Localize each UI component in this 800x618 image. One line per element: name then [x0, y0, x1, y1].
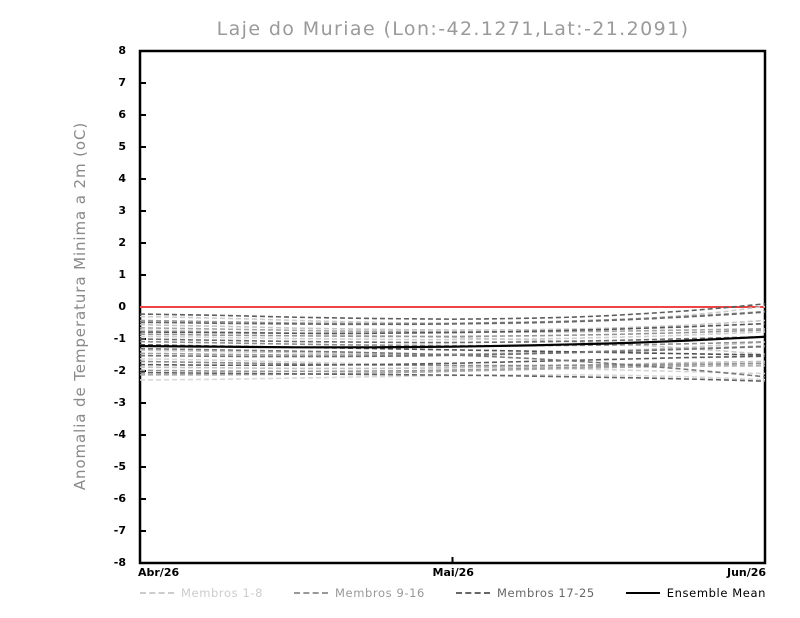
legend-swatch-line-icon [625, 592, 660, 594]
legend-item[interactable]: Membros 9-16 [294, 586, 425, 600]
series-member-line [140, 329, 765, 338]
legend-label: Membros 9-16 [335, 586, 425, 600]
y-axis-tick-label: 2 [118, 236, 126, 249]
y-axis-tick-label: 8 [118, 44, 126, 57]
y-axis-tick-label: -3 [113, 396, 126, 409]
legend-item[interactable]: Ensemble Mean [625, 586, 766, 600]
legend-swatch-line-icon [140, 592, 174, 594]
series-member-line [140, 311, 765, 326]
y-axis-tick-label: 3 [118, 204, 126, 217]
y-axis-tick-label: -4 [113, 428, 126, 441]
y-axis-tick-label: -6 [113, 492, 126, 505]
legend-item[interactable]: Membros 1-8 [140, 586, 263, 600]
series-member-line [140, 355, 765, 367]
legend-swatch-line-icon [455, 592, 490, 594]
legend-item[interactable]: Membros 17-25 [455, 586, 595, 600]
y-axis-tick-label: 7 [118, 76, 126, 89]
y-axis-tick-label: 4 [118, 172, 126, 185]
legend-label: Membros 1-8 [181, 586, 264, 600]
chart-legend: Membros 1-8 Membros 9-16 Membros 17-25 Ense… [140, 586, 766, 600]
y-axis-tick-label: 0 [118, 300, 126, 313]
y-axis-tick-label: -5 [113, 460, 126, 473]
y-axis-tick-label: 6 [118, 108, 126, 121]
series-ensemble-mean [140, 335, 765, 349]
y-axis-tick-label: -1 [113, 332, 126, 345]
series-member-line [140, 360, 765, 370]
series-member-line [140, 335, 765, 344]
x-axis-tick-label: Jun/26 [727, 566, 767, 579]
series-member-line [140, 322, 765, 335]
legend-label: Ensemble Mean [666, 586, 766, 600]
y-axis-tick-label: -2 [113, 364, 126, 377]
series-member-line [140, 362, 765, 373]
series-member-line [140, 303, 765, 320]
legend-label: Membros 17-25 [496, 586, 595, 600]
legend-swatch-line-icon [294, 592, 329, 594]
x-axis-tick-label: Mai/26 [432, 566, 474, 579]
x-axis-tick-label: Abr/26 [138, 566, 180, 579]
y-axis-tick-label: 5 [118, 140, 126, 153]
series-member-line [140, 319, 765, 331]
series-member-line [140, 305, 765, 325]
series-member-line [140, 347, 765, 378]
series-member-line [140, 331, 765, 341]
y-axis-tick-label: -7 [113, 524, 126, 537]
y-axis-tick-label: -8 [113, 556, 126, 569]
y-axis-tick-label: 1 [118, 268, 126, 281]
series-member-line [140, 371, 765, 383]
page-title: Laje do Muriae (Lon:-42.1271,Lat:-21.209… [216, 18, 690, 40]
